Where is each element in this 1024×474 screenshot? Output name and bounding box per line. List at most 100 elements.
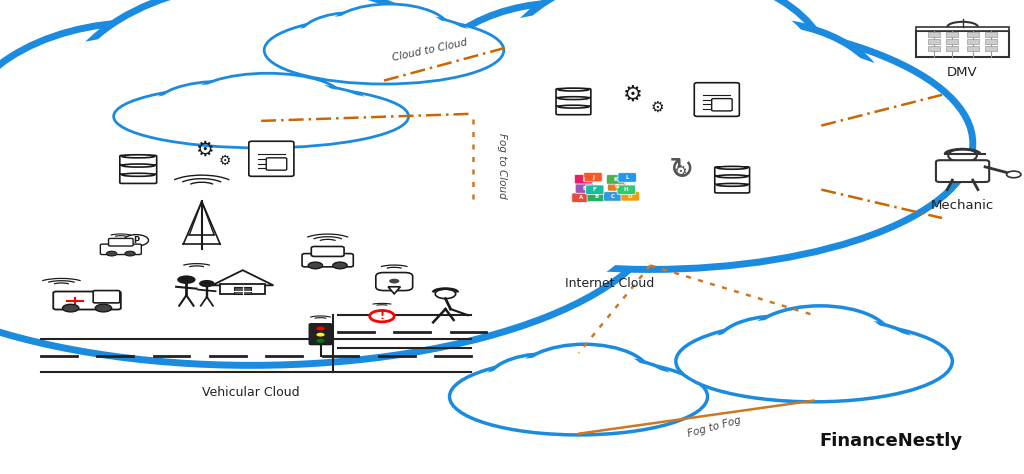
Text: L: L	[626, 175, 629, 180]
Ellipse shape	[114, 85, 409, 148]
Circle shape	[95, 304, 112, 312]
FancyBboxPatch shape	[120, 155, 157, 165]
Ellipse shape	[558, 88, 589, 91]
Ellipse shape	[193, 73, 343, 124]
Circle shape	[435, 289, 456, 299]
Ellipse shape	[717, 166, 748, 169]
Text: Fog to Fog: Fog to Fog	[687, 415, 742, 438]
FancyBboxPatch shape	[936, 160, 989, 182]
Text: ⚙: ⚙	[623, 85, 643, 105]
FancyBboxPatch shape	[715, 175, 750, 184]
Text: D: D	[628, 194, 633, 199]
Circle shape	[389, 279, 399, 283]
Ellipse shape	[328, 4, 451, 58]
Text: H: H	[624, 187, 629, 192]
Ellipse shape	[570, 360, 673, 410]
FancyBboxPatch shape	[266, 158, 287, 170]
Ellipse shape	[676, 321, 952, 402]
Ellipse shape	[717, 183, 748, 186]
Text: Internet Cloud: Internet Cloud	[564, 277, 654, 290]
Ellipse shape	[338, 28, 963, 259]
Circle shape	[125, 251, 135, 256]
Bar	[985, 32, 997, 37]
Ellipse shape	[303, 15, 401, 60]
Ellipse shape	[57, 0, 481, 241]
Ellipse shape	[119, 88, 403, 146]
Ellipse shape	[518, 344, 650, 406]
Bar	[985, 39, 997, 44]
Circle shape	[308, 262, 323, 269]
Ellipse shape	[721, 319, 834, 373]
Text: F: F	[593, 187, 597, 192]
Circle shape	[62, 304, 79, 312]
Text: ⚙: ⚙	[650, 100, 665, 115]
FancyBboxPatch shape	[586, 185, 604, 194]
FancyBboxPatch shape	[120, 174, 157, 183]
Text: G: G	[614, 184, 618, 189]
FancyBboxPatch shape	[120, 164, 157, 174]
Ellipse shape	[332, 7, 446, 55]
Ellipse shape	[716, 316, 839, 376]
Text: P: P	[133, 236, 139, 245]
FancyBboxPatch shape	[584, 173, 602, 182]
Ellipse shape	[0, 55, 652, 352]
Text: ⚙: ⚙	[196, 139, 214, 159]
Bar	[967, 46, 979, 51]
Ellipse shape	[0, 41, 666, 365]
FancyBboxPatch shape	[93, 291, 120, 303]
Text: !: !	[379, 311, 385, 321]
Ellipse shape	[558, 97, 589, 100]
Ellipse shape	[639, 32, 877, 175]
Ellipse shape	[500, 0, 829, 173]
Bar	[928, 46, 940, 51]
Text: A: A	[579, 195, 583, 200]
Ellipse shape	[629, 21, 887, 186]
Text: Fog to Cloud: Fog to Cloud	[497, 133, 507, 199]
Ellipse shape	[432, 13, 697, 178]
Ellipse shape	[268, 19, 500, 81]
Bar	[928, 39, 940, 44]
FancyBboxPatch shape	[571, 193, 590, 202]
Ellipse shape	[256, 89, 365, 124]
Circle shape	[106, 251, 117, 256]
Text: ⚙: ⚙	[219, 154, 231, 168]
Polygon shape	[212, 270, 273, 285]
FancyBboxPatch shape	[376, 273, 413, 291]
Text: Mechanic: Mechanic	[931, 199, 994, 212]
Ellipse shape	[574, 363, 669, 406]
Text: K: K	[613, 177, 617, 182]
Bar	[946, 46, 958, 51]
Bar	[985, 46, 997, 51]
Circle shape	[948, 149, 977, 162]
Bar	[946, 39, 958, 44]
FancyBboxPatch shape	[715, 184, 750, 193]
Bar	[220, 284, 265, 294]
FancyBboxPatch shape	[617, 173, 636, 182]
Circle shape	[333, 262, 347, 269]
Bar	[234, 287, 251, 294]
Ellipse shape	[238, 60, 541, 244]
Text: J: J	[592, 174, 594, 180]
Text: FinanceNestly: FinanceNestly	[819, 432, 963, 450]
FancyBboxPatch shape	[617, 185, 636, 194]
Bar	[928, 32, 940, 37]
Text: E: E	[583, 186, 587, 191]
FancyBboxPatch shape	[311, 246, 344, 256]
Text: Vehicular Cloud: Vehicular Cloud	[202, 386, 300, 399]
FancyBboxPatch shape	[607, 182, 626, 191]
Circle shape	[316, 339, 325, 343]
Ellipse shape	[122, 164, 155, 167]
FancyBboxPatch shape	[715, 167, 750, 176]
Ellipse shape	[251, 86, 370, 127]
Ellipse shape	[510, 0, 819, 162]
Text: Cloud to Cloud: Cloud to Cloud	[391, 37, 469, 63]
FancyBboxPatch shape	[694, 82, 739, 116]
Bar	[967, 39, 979, 44]
Ellipse shape	[450, 358, 708, 435]
Ellipse shape	[0, 36, 311, 247]
Ellipse shape	[71, 0, 467, 227]
Ellipse shape	[0, 22, 325, 261]
Ellipse shape	[492, 357, 597, 407]
Circle shape	[316, 333, 325, 337]
Ellipse shape	[454, 362, 703, 432]
